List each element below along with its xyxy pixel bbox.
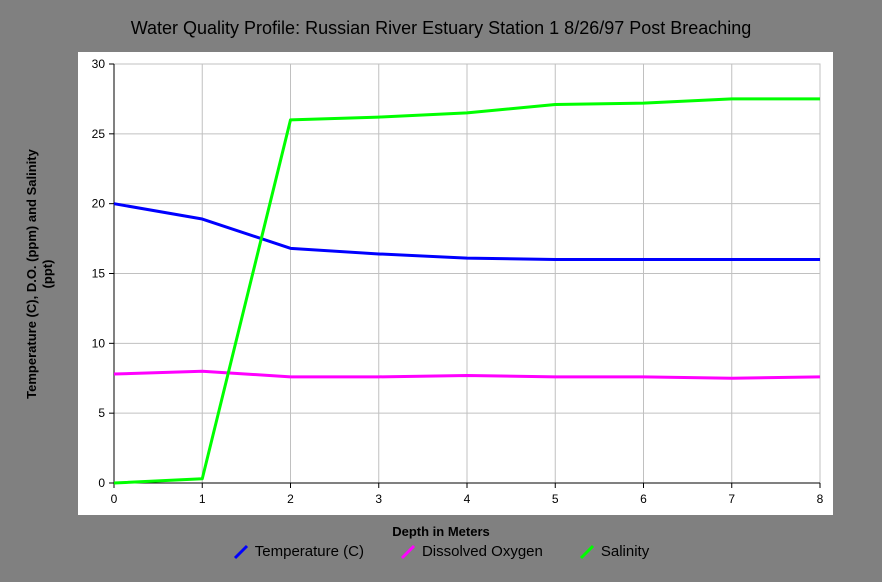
y-tick-label: 25 bbox=[92, 127, 106, 141]
x-tick-label: 6 bbox=[640, 492, 647, 506]
series-line-dissolved-oxygen bbox=[113, 369, 821, 380]
legend: Temperature (C) Dissolved Oxygen Salinit… bbox=[0, 543, 882, 560]
legend-swatch-dissolved-oxygen bbox=[400, 544, 416, 559]
chart-background bbox=[78, 52, 833, 515]
y-tick-label: 30 bbox=[92, 57, 106, 71]
y-tick-label: 10 bbox=[92, 336, 106, 350]
legend-item-temperature: Temperature (C) bbox=[233, 543, 364, 560]
x-tick-label: 3 bbox=[375, 492, 382, 506]
x-tick-label: 4 bbox=[464, 492, 471, 506]
series-line-salinity bbox=[113, 97, 820, 485]
series-line-temperature-c bbox=[113, 202, 820, 262]
x-tick-label: 0 bbox=[111, 492, 118, 506]
x-tick-label: 2 bbox=[287, 492, 294, 506]
legend-swatch-salinity bbox=[579, 544, 594, 559]
legend-label-temperature: Temperature (C) bbox=[254, 543, 364, 560]
legend-item-dissolved-oxygen: Dissolved Oxygen bbox=[400, 543, 543, 560]
legend-item-salinity: Salinity bbox=[579, 543, 649, 560]
y-tick-label: 5 bbox=[98, 406, 105, 420]
legend-label-salinity: Salinity bbox=[600, 543, 650, 560]
legend-swatch-temperature bbox=[233, 544, 248, 559]
x-tick-label: 8 bbox=[817, 492, 824, 506]
chart-title: Water Quality Profile: Russian River Est… bbox=[130, 18, 752, 38]
x-tick-label: 1 bbox=[199, 492, 206, 506]
x-tick-label: 5 bbox=[552, 492, 559, 506]
y-tick-label: 15 bbox=[92, 267, 106, 281]
y-tick-label: 0 bbox=[98, 476, 105, 490]
x-tick-label: 7 bbox=[728, 492, 735, 506]
legend-label-dissolved-oxygen: Dissolved Oxygen bbox=[421, 543, 543, 560]
y-tick-label: 20 bbox=[92, 197, 106, 211]
x-axis-label: Depth in Meters bbox=[392, 524, 490, 539]
